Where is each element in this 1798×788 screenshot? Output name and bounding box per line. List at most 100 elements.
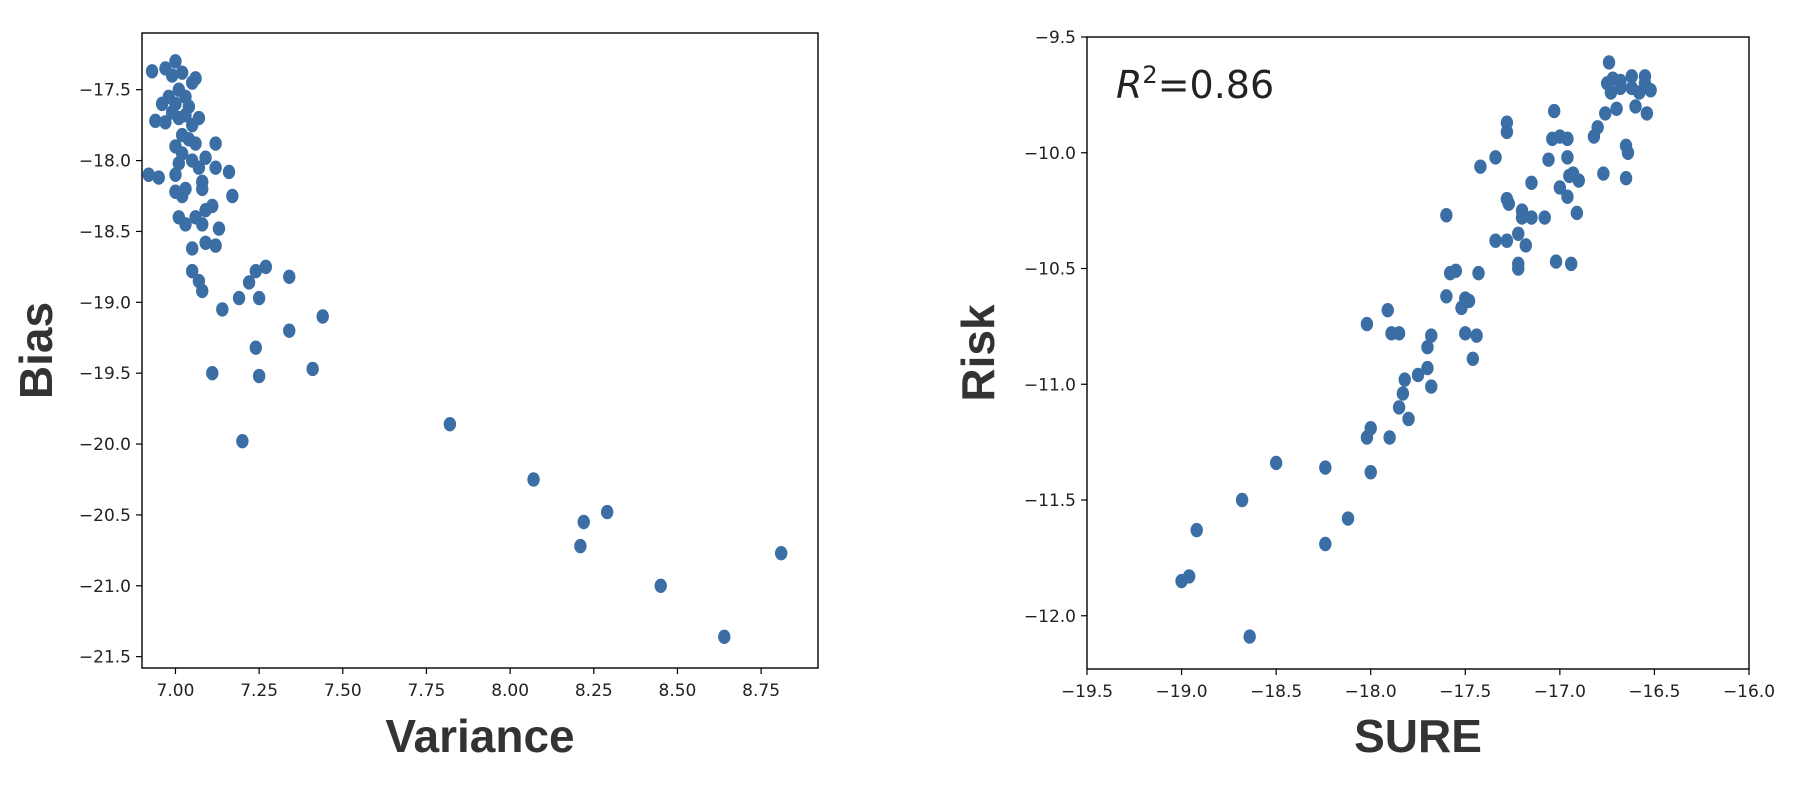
y-tick-label: −19.5 [79,364,131,384]
plot-frame [1086,36,1750,670]
scatter-point [165,68,179,83]
x-axis-title: SURE [1354,710,1482,762]
scatter-point [1602,55,1616,70]
scatter-point [1474,159,1487,174]
scatter-point [1381,302,1394,318]
scatter-point [159,115,172,130]
scatter-point [145,64,159,79]
scatter-point [1640,106,1654,121]
y-tick-label: −11.0 [1024,375,1076,395]
scatter-point [316,309,329,324]
scatter-point [1610,101,1623,116]
scatter-point [1502,196,1515,211]
scatter-point [209,136,222,151]
scatter-point [196,181,209,197]
scatter-point [1489,150,1502,165]
scatter-point [718,629,731,645]
scatter-point [1614,73,1627,89]
scatter-point [1319,536,1332,552]
scatter-point [209,238,222,253]
y-tick-label: −18.5 [79,222,131,242]
scatter-point [192,110,206,126]
x-tick-label: 8.50 [659,681,697,701]
scatter-point [1341,511,1355,526]
scatter-point [142,167,155,182]
x-tick-label: −17.0 [1534,682,1586,702]
scatter-point [226,188,239,204]
scatter-point [306,361,319,377]
y-axis-title: Risk [952,304,1004,402]
scatter-point [185,263,199,279]
y-tick-label: −9.5 [1035,28,1076,48]
scatter-point [252,368,266,384]
scatter-point [1599,106,1612,121]
scatter-point [1425,379,1438,394]
scatter-point [1235,492,1249,508]
scatter-point [1449,263,1463,279]
scatter-point [1546,131,1559,147]
risk-sure-panel: −19.5 −19.0 −18.5 −18.0 −17.5 −17.0 −16.5 −16.0… [952,28,1775,762]
scatter-point [1182,569,1196,584]
scatter-point [199,150,212,165]
scatter-point [169,54,182,69]
scatter-point [1398,372,1411,387]
scatter-point [179,108,192,123]
scatter-point [1625,69,1638,84]
y-axis-title: Bias [10,302,62,399]
x-tick-label: 8.00 [491,681,529,701]
scatter-point [172,156,186,171]
scatter-point [252,290,266,306]
scatter-point [196,283,209,299]
scatter-point [1243,629,1256,644]
scatter-point [1190,522,1203,538]
scatter-point [196,217,209,232]
x-tick-label: 7.00 [157,681,195,701]
scatter-point [1619,171,1633,186]
scatter-point [1638,69,1652,84]
x-tick-label: 8.25 [575,681,613,701]
y-tick-label: −21.5 [79,648,131,668]
scatter-point [1402,411,1415,427]
scatter-point [1512,226,1525,241]
scatter-point [577,514,590,530]
scatter-point [242,275,256,290]
scatter-point [1500,233,1514,248]
scatter-point [209,160,222,175]
scatter-point [1364,465,1377,480]
scatter-point [574,538,587,554]
y-tick-label: −17.5 [79,81,131,101]
scatter-point [600,504,614,520]
scatter-point [199,235,212,250]
scatter-point [1542,152,1555,167]
scatter-point [206,198,219,214]
scatter-point [179,181,192,197]
scatter-point [1512,261,1525,276]
x-tick-label: −18.5 [1250,682,1302,702]
scatter-point [1466,351,1480,366]
scatter-point [232,290,246,306]
scatter-point [1538,210,1551,225]
x-tick-label: 8.75 [742,681,780,701]
r-squared-annotation: R2=0.86 [1116,61,1274,107]
y-tick-label: −19.0 [79,293,131,313]
scatter-point [1421,340,1434,355]
scatter-point [1597,166,1610,181]
x-tick-label: 7.25 [240,681,278,701]
x-tick-label: −16.0 [1723,682,1775,702]
scatter-point [236,434,249,449]
scatter-point [1519,238,1533,253]
scatter-point [1425,328,1438,343]
scatter-point [1515,203,1529,218]
scatter-point [1383,430,1396,445]
x-axis-title: Variance [385,710,574,762]
scatter-point [249,340,262,355]
scatter-point [189,71,202,86]
scatter-point [175,65,189,80]
scatter-point [259,259,273,275]
scatter-point [1547,103,1561,119]
scatter-point [1462,293,1476,309]
scatter-point [1360,316,1374,332]
scatter-point [1561,189,1574,204]
plot-frame [141,32,819,669]
